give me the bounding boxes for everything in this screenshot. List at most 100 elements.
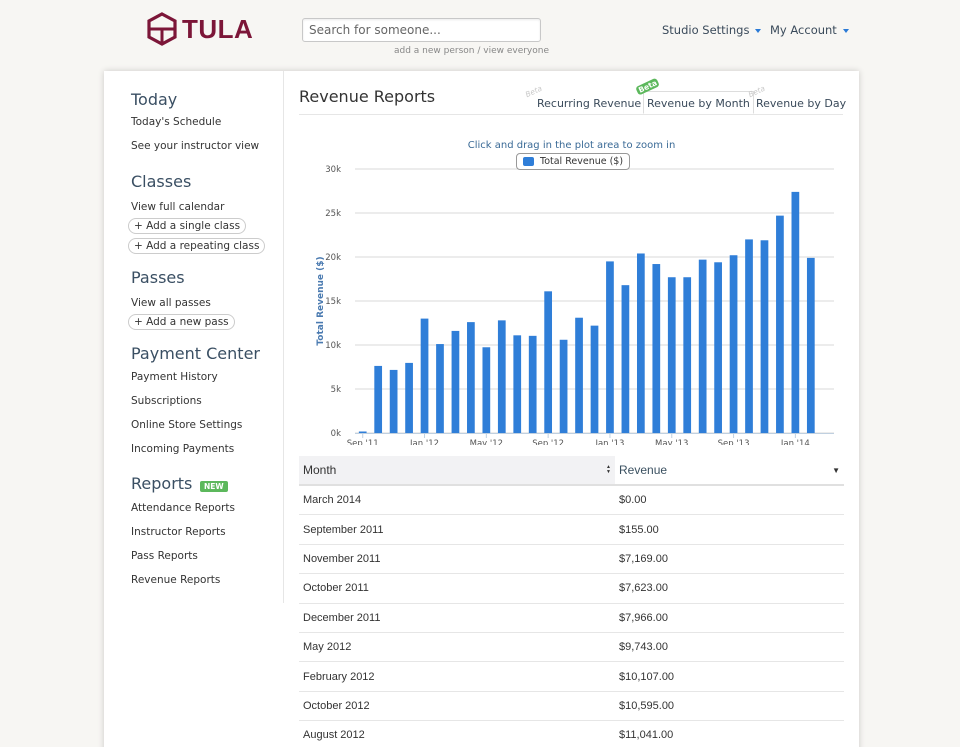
new-badge: NEW	[200, 481, 228, 492]
x-tick-label: Jan '13	[594, 439, 624, 445]
bar[interactable]	[698, 259, 707, 433]
y-tick-label: 30k	[325, 165, 341, 175]
sidebar-item-attendance-reports[interactable]: Attendance Reports	[131, 502, 235, 514]
sidebar-item-pass-reports[interactable]: Pass Reports	[131, 550, 198, 562]
bar[interactable]	[482, 347, 491, 433]
search-subtext-link[interactable]: add a new person / view everyone	[394, 46, 550, 56]
sort-both-icon: ▲ ▼	[606, 464, 611, 475]
chevron-down-icon	[755, 28, 762, 33]
bar[interactable]	[575, 317, 583, 433]
sidebar-heading-today: Today	[131, 90, 178, 109]
bar[interactable]	[467, 322, 475, 433]
y-tick-label: 20k	[325, 253, 341, 263]
cell-month: November 2011	[303, 552, 381, 565]
tab-revenue-by-month[interactable]: Revenue by Month	[643, 91, 754, 114]
bar[interactable]	[729, 255, 738, 433]
column-label-month: Month	[303, 463, 337, 477]
x-tick-label: Sep '12	[532, 439, 564, 445]
bar[interactable]	[374, 365, 383, 433]
sidebar-item-instructor-view[interactable]: See your instructor view	[131, 140, 260, 152]
studio-settings-menu[interactable]: Studio Settings	[662, 23, 762, 37]
add-repeating-class-button[interactable]: + Add a repeating class	[128, 238, 266, 254]
bar[interactable]	[683, 277, 692, 433]
sidebar-item-todays-schedule[interactable]: Today's Schedule	[131, 116, 222, 128]
bar[interactable]	[436, 344, 444, 433]
bar[interactable]	[621, 285, 630, 433]
bar[interactable]	[776, 215, 784, 433]
top-bar: TULA add a new person / view everyone St…	[0, 0, 960, 64]
bar[interactable]	[714, 262, 722, 433]
bar[interactable]	[497, 320, 506, 433]
sidebar-item-full-calendar[interactable]: View full calendar	[131, 201, 225, 213]
table-body: March 2014 $0.00 September 2011 $155.00 Nove…	[299, 486, 844, 747]
bar[interactable]	[559, 339, 568, 433]
add-single-class-button[interactable]: + Add a single class	[128, 218, 247, 234]
column-header-revenue[interactable]: Revenue ▼	[615, 456, 844, 484]
y-tick-label: 0k	[331, 429, 341, 439]
cell-revenue: $7,169.00	[619, 552, 668, 565]
cell-revenue: $10,595.00	[619, 699, 675, 712]
studio-settings-label: Studio Settings	[662, 23, 750, 37]
x-tick-label: Sep '11	[347, 439, 379, 445]
cell-revenue: $7,623.00	[619, 582, 668, 595]
sidebar-item-subscriptions[interactable]: Subscriptions	[131, 395, 202, 407]
bar[interactable]	[513, 335, 522, 433]
bar[interactable]	[745, 239, 753, 433]
sidebar-item-online-store-settings[interactable]: Online Store Settings	[131, 419, 243, 431]
chevron-down-icon	[842, 28, 849, 33]
page-title: Revenue Reports	[299, 87, 436, 106]
tab-revenue-by-day[interactable]: Revenue by Day	[756, 97, 847, 110]
bar[interactable]	[544, 291, 553, 433]
bar[interactable]	[667, 277, 676, 433]
sort-desc-icon: ▼	[832, 465, 840, 475]
revenue-bar-chart[interactable]: 0k 5k 10k 15k 20k 25k 30k Total Revenue ($) Sep …	[299, 135, 844, 445]
bar[interactable]	[791, 191, 800, 433]
add-new-pass-button[interactable]: + Add a new pass	[128, 314, 235, 330]
y-tick-label: 5k	[331, 385, 341, 395]
x-tick-label: Sep '13	[718, 439, 750, 445]
bar[interactable]	[636, 253, 645, 433]
bar[interactable]	[389, 369, 398, 433]
legend-label: Total Revenue ($)	[540, 156, 624, 167]
bar[interactable]	[652, 264, 661, 433]
title-divider	[299, 114, 843, 115]
sidebar-item-incoming-payments[interactable]: Incoming Payments	[131, 443, 235, 455]
my-account-menu[interactable]: My Account	[770, 23, 849, 37]
search-input[interactable]	[302, 18, 541, 42]
column-label-revenue: Revenue	[619, 463, 668, 477]
sidebar-heading-payment-center: Payment Center	[131, 344, 260, 363]
table-header: Month ▲ ▼ Revenue ▼	[299, 456, 844, 486]
cell-month: August 2012	[303, 729, 365, 742]
sidebar: Today Today's Schedule See your instruct…	[104, 71, 284, 603]
brand-name: TULA	[182, 13, 254, 44]
bar[interactable]	[358, 431, 367, 434]
bar[interactable]	[528, 335, 537, 433]
sidebar-item-all-passes[interactable]: View all passes	[131, 297, 211, 309]
bar[interactable]	[590, 325, 599, 433]
cell-month: December 2011	[303, 611, 381, 624]
table-row: October 2012 $10,595.00	[299, 692, 844, 722]
x-tick-label: May '13	[655, 439, 688, 445]
sidebar-heading-classes: Classes	[131, 172, 192, 191]
brand-logo[interactable]: TULA	[146, 12, 253, 46]
bar[interactable]	[451, 330, 460, 433]
sidebar-item-payment-history[interactable]: Payment History	[131, 371, 218, 383]
bar[interactable]	[405, 362, 413, 433]
bar[interactable]	[420, 318, 429, 433]
chart-legend[interactable]: Total Revenue ($)	[516, 153, 631, 170]
column-header-month[interactable]: Month ▲ ▼	[299, 456, 615, 484]
sidebar-item-instructor-reports[interactable]: Instructor Reports	[131, 526, 226, 538]
cell-month: October 2011	[303, 582, 369, 595]
tab-recurring-revenue[interactable]: Recurring Revenue	[537, 97, 642, 110]
tula-hexagon-icon	[147, 12, 177, 46]
sidebar-item-revenue-reports[interactable]: Revenue Reports	[131, 574, 221, 586]
bar[interactable]	[760, 240, 769, 433]
table-row: September 2011 $155.00	[299, 515, 844, 545]
table-row: December 2011 $7,966.00	[299, 604, 844, 633]
bar[interactable]	[806, 257, 815, 433]
revenue-chart[interactable]: 0k 5k 10k 15k 20k 25k 30k Total Revenue ($) Sep …	[299, 135, 844, 445]
cell-revenue: $10,107.00	[619, 670, 675, 683]
x-tick-label: May '12	[470, 439, 503, 445]
bar[interactable]	[606, 261, 614, 433]
legend-swatch	[523, 157, 534, 166]
